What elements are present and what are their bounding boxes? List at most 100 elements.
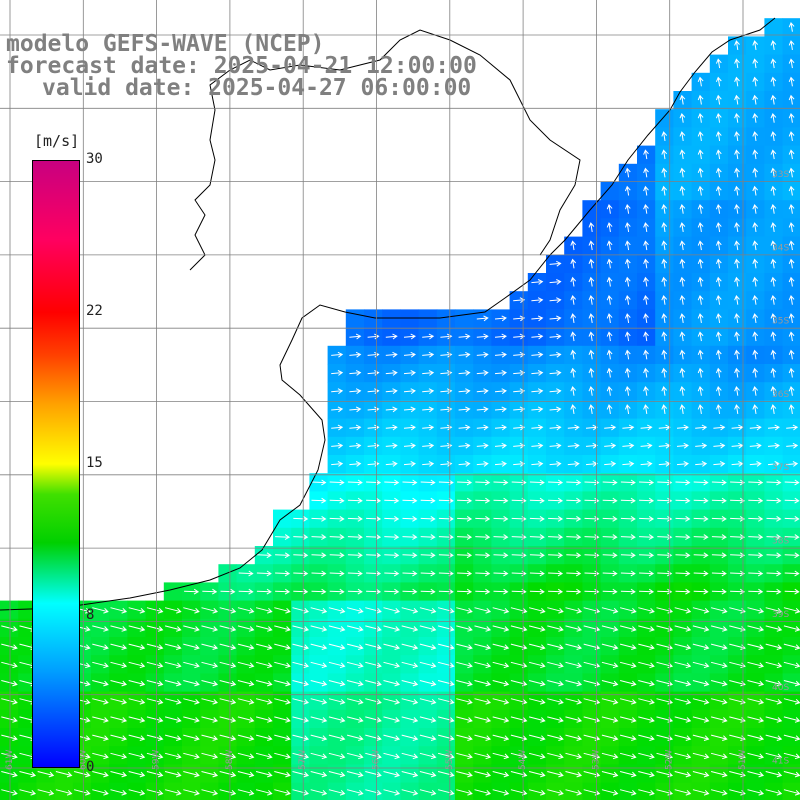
wind-arrow xyxy=(766,570,782,577)
wind-arrow xyxy=(619,716,637,723)
wind-arrow xyxy=(693,515,709,522)
wind-arrow xyxy=(474,680,492,687)
wind-arrow xyxy=(619,661,637,669)
latitude-labels: 33S 34S 35S 36S 37S 38S 39S 40S 41S xyxy=(772,170,789,766)
wind-arrow xyxy=(531,370,544,376)
wind-arrow xyxy=(1,625,18,632)
wind-arrow xyxy=(456,607,473,614)
wind-arrow xyxy=(310,607,328,614)
wind-arrow xyxy=(349,351,362,358)
wind-arrow xyxy=(730,552,746,559)
wind-arrow xyxy=(767,442,780,449)
wind-arrow xyxy=(602,588,618,595)
wind-arrow xyxy=(734,131,740,141)
wind-arrow xyxy=(274,789,291,796)
wind-arrow xyxy=(311,515,327,522)
wind-arrow xyxy=(549,424,562,431)
wind-arrow xyxy=(513,351,526,358)
wind-arrow xyxy=(128,716,146,723)
wind-arrow xyxy=(548,479,564,486)
wind-arrow xyxy=(384,534,400,540)
wind-arrow xyxy=(383,607,401,614)
longitude-label: 60W xyxy=(78,750,88,770)
wind-arrow xyxy=(474,716,492,723)
wind-arrow xyxy=(570,349,577,360)
wind-arrow xyxy=(365,643,382,650)
wind-arrow xyxy=(492,643,510,650)
wind-arrow xyxy=(492,661,510,669)
wind-arrow xyxy=(570,240,577,251)
wind-arrow xyxy=(383,734,401,741)
wind-arrow xyxy=(570,258,577,269)
wind-arrow xyxy=(422,388,435,395)
wind-arrow xyxy=(788,240,795,251)
wind-arrow xyxy=(547,716,564,723)
wind-arrow xyxy=(643,313,649,323)
wind-arrow xyxy=(566,497,582,504)
wind-arrow xyxy=(331,351,344,358)
wind-arrow xyxy=(331,461,344,467)
wind-arrow xyxy=(346,771,364,778)
wind-arrow xyxy=(293,534,309,540)
wind-arrow xyxy=(310,680,328,687)
wind-arrow xyxy=(274,698,291,705)
wind-arrow xyxy=(329,570,345,577)
wind-arrow xyxy=(606,203,613,214)
wind-arrow xyxy=(92,789,109,796)
wind-arrow xyxy=(748,588,764,595)
wind-arrow xyxy=(765,698,783,705)
wind-arrow xyxy=(715,203,722,214)
wind-arrow xyxy=(201,716,219,723)
wind-arrow xyxy=(765,680,783,687)
wind-arrow xyxy=(37,771,55,778)
wind-arrow xyxy=(601,643,619,650)
wind-arrow xyxy=(401,607,419,614)
wind-arrow xyxy=(402,479,418,486)
wind-arrow xyxy=(770,40,777,50)
wind-arrow xyxy=(349,406,362,413)
wind-arrow xyxy=(422,442,435,449)
wind-arrow xyxy=(476,388,489,395)
wind-arrow xyxy=(183,771,200,778)
wind-arrow xyxy=(749,424,762,431)
wind-arrow xyxy=(710,643,728,650)
wind-arrow xyxy=(734,367,740,378)
wind-arrow xyxy=(643,276,649,287)
wind-arrow xyxy=(366,515,382,522)
wind-arrow xyxy=(328,625,346,632)
wind-arrow xyxy=(403,370,416,376)
wind-arrow xyxy=(510,789,528,796)
wind-arrow xyxy=(566,534,582,540)
wind-arrow xyxy=(255,734,273,741)
wind-arrow xyxy=(366,570,382,577)
wind-arrow xyxy=(437,734,455,741)
wind-arrow xyxy=(1,734,18,741)
wind-arrow xyxy=(749,461,762,467)
wind-arrow xyxy=(566,515,582,522)
wind-arrow xyxy=(710,680,728,687)
wind-arrow xyxy=(219,752,237,760)
wind-arrow xyxy=(606,349,613,360)
wind-arrow xyxy=(734,331,740,342)
wind-arrow xyxy=(328,734,346,741)
wind-arrow xyxy=(513,406,526,413)
wind-arrow xyxy=(679,222,686,232)
wind-arrow xyxy=(752,240,759,251)
wind-arrow xyxy=(476,351,489,358)
wind-arrow xyxy=(715,404,722,414)
wind-arrow xyxy=(529,552,545,559)
wind-arrow xyxy=(456,698,473,705)
wind-arrow xyxy=(770,331,777,342)
wind-arrow xyxy=(274,771,291,778)
wind-arrow xyxy=(585,461,598,467)
wind-arrow xyxy=(752,276,759,287)
wind-arrow xyxy=(675,497,691,504)
wind-arrow xyxy=(255,643,273,650)
wind-arrow xyxy=(458,461,471,467)
wind-arrow xyxy=(494,333,507,340)
wind-arrow xyxy=(588,385,595,396)
coastline-north xyxy=(189,29,581,271)
wind-arrow xyxy=(420,552,436,559)
wind-arrow xyxy=(110,716,128,723)
wind-arrow xyxy=(730,497,746,504)
